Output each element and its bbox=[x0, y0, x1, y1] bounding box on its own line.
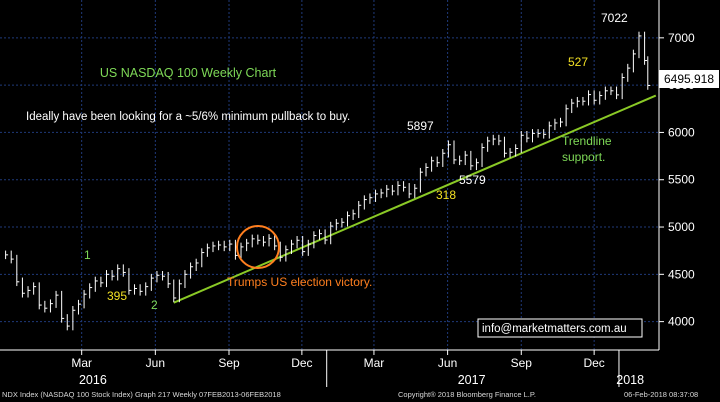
chart-svg: 4000450050005500600065007000MarJunSepDec… bbox=[0, 0, 720, 387]
label-5579: 5579 bbox=[459, 173, 486, 187]
email-box bbox=[477, 318, 643, 338]
trendline-support-label-1: Trendline bbox=[562, 134, 612, 148]
label-5897: 5897 bbox=[407, 119, 434, 133]
y-tick-label: 5500 bbox=[668, 173, 695, 187]
last-price-box bbox=[659, 70, 719, 88]
label-1: 1 bbox=[84, 248, 91, 262]
footer-left: NDX Index (NASDAQ 100 Stock Index) Graph… bbox=[2, 390, 281, 399]
label-527: 527 bbox=[568, 55, 588, 69]
footer-center: Copyright® 2018 Bloomberg Finance L.P. bbox=[398, 390, 536, 399]
grid bbox=[0, 0, 659, 350]
trendline-support-label-2: support. bbox=[562, 150, 605, 164]
footer-right: 06-Feb-2018 08:37:08 bbox=[624, 390, 699, 399]
axis-layer: 4000450050005500600065007000MarJunSepDec… bbox=[0, 0, 695, 387]
x-tick-label: Jun bbox=[438, 356, 457, 370]
y-tick-label: 4000 bbox=[668, 315, 695, 329]
year-label: 2017 bbox=[458, 373, 486, 387]
x-tick-label: Mar bbox=[71, 356, 92, 370]
label-395: 395 bbox=[107, 289, 127, 303]
footer: NDX Index (NASDAQ 100 Stock Index) Graph… bbox=[0, 387, 720, 402]
x-tick-label: Jun bbox=[146, 356, 165, 370]
x-tick-label: Sep bbox=[218, 356, 240, 370]
x-tick-label: Mar bbox=[364, 356, 385, 370]
y-tick-label: 6000 bbox=[668, 125, 695, 139]
y-tick-label: 5000 bbox=[668, 220, 695, 234]
chart-subtitle: Ideally have been looking for a ~5/6% mi… bbox=[26, 111, 350, 123]
label-318: 318 bbox=[436, 188, 456, 202]
y-tick-label: 4500 bbox=[668, 267, 695, 281]
y-tick-label: 7000 bbox=[668, 31, 695, 45]
price-layer bbox=[5, 31, 651, 331]
email-text: info@marketmatters.com.au bbox=[482, 323, 627, 335]
year-label: 2018 bbox=[616, 373, 644, 387]
year-label: 2016 bbox=[79, 373, 107, 387]
chart-title: US NASDAQ 100 Weekly Chart bbox=[100, 66, 277, 80]
label-7022: 7022 bbox=[601, 11, 628, 25]
label-2: 2 bbox=[151, 298, 158, 312]
trump-note: Trumps US election victory. bbox=[227, 275, 372, 289]
last-price-label: 6495.918 bbox=[664, 72, 714, 86]
x-tick-label: Dec bbox=[291, 356, 312, 370]
x-tick-label: Dec bbox=[583, 356, 604, 370]
election-circle bbox=[236, 225, 280, 269]
x-tick-label: Sep bbox=[511, 356, 533, 370]
